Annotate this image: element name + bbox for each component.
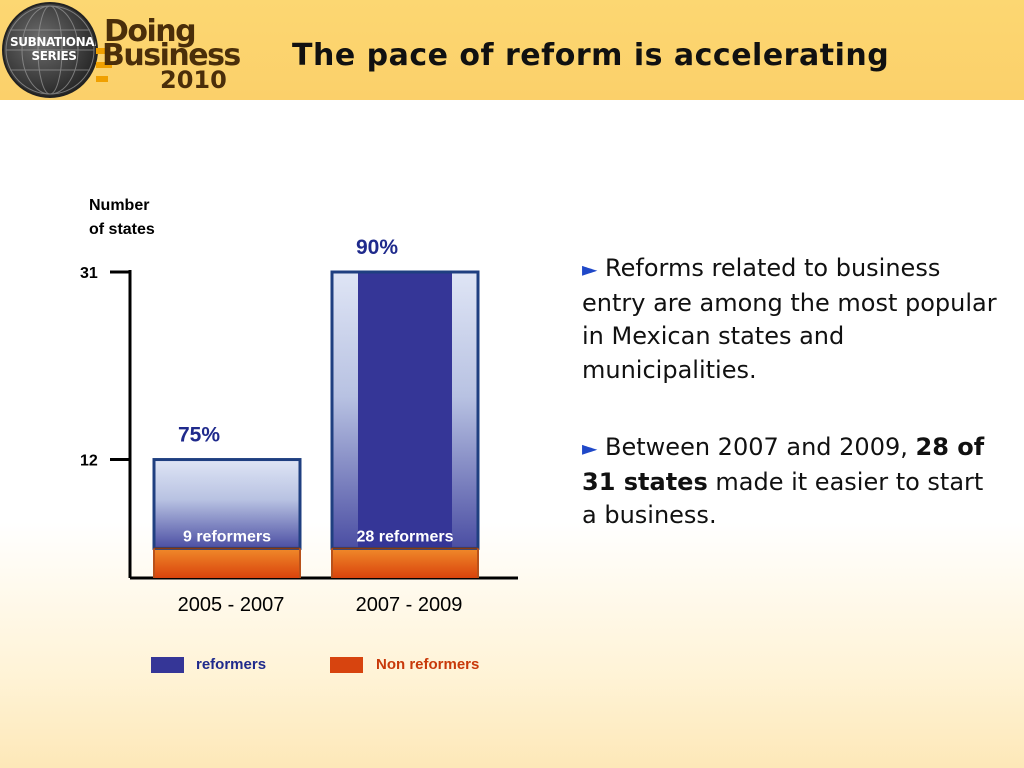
- logo-word-doing: Doing: [104, 14, 197, 49]
- logo-stripe: [96, 48, 108, 54]
- y-tick-label: 31: [80, 265, 98, 282]
- y-axis-title-line2: of states: [89, 221, 155, 238]
- y-axis-title-line1: Number: [89, 197, 149, 214]
- logo-year: 2010: [160, 66, 227, 94]
- y-tick-label: 12: [80, 453, 98, 470]
- bullet-text-bold: 28 of 31 states: [582, 433, 985, 496]
- logo-word-business: Business: [102, 38, 241, 73]
- globe-icon: SUBNATIONAL SERIES: [2, 2, 98, 98]
- bar-percent-annotation: 90%: [356, 236, 398, 259]
- legend-swatch-non-reformers: [330, 657, 363, 673]
- bar-data-label: 9 reformers: [183, 528, 271, 545]
- logo-series-line1: SUBNATIONAL: [10, 35, 98, 49]
- page-title: The pace of reform is accelerating: [292, 38, 890, 73]
- reform-bar-chart: Number of states 12 31 9 reformers 75% 2005 - …: [80, 197, 518, 616]
- bar-non-reformers: [332, 548, 478, 578]
- bullet-arrow-icon: ►: [582, 436, 598, 460]
- x-tick-label: 2005 - 2007: [178, 594, 285, 616]
- logo-stripe: [96, 76, 108, 82]
- legend-swatch-reformers: [151, 657, 184, 673]
- bullet-text: Reforms related to business entry are am…: [582, 254, 997, 384]
- bullet-arrow-icon: ►: [582, 257, 598, 281]
- header-banner: [0, 0, 1024, 100]
- chart-legend: reformers Non reformers: [0, 656, 560, 674]
- bar-data-label: 28 reformers: [357, 528, 454, 545]
- bullet-item: ► Reforms related to business entry are …: [582, 252, 1002, 387]
- legend-label-non-reformers: Non reformers: [376, 656, 480, 673]
- bullet-list: ► Reforms related to business entry are …: [582, 252, 1002, 577]
- doing-business-logo: SUBNATIONAL SERIES Doing Business 2010: [0, 0, 241, 100]
- bar-reformers: [154, 459, 300, 549]
- bullet-text-pre: Between 2007 and 2009,: [605, 433, 916, 461]
- bar-percent-annotation: 75%: [178, 424, 220, 447]
- logo-stripe: [96, 62, 112, 68]
- logo-series-line2: SERIES: [31, 49, 77, 63]
- bullet-text-post: made it easier to start a business.: [582, 467, 984, 530]
- legend-label-reformers: reformers: [196, 656, 267, 673]
- bar-non-reformers: [154, 548, 300, 578]
- x-tick-label: 2007 - 2009: [356, 594, 463, 616]
- bullet-item: ► Between 2007 and 2009, 28 of 31 states…: [582, 431, 1002, 533]
- bar-reformers: [358, 272, 452, 549]
